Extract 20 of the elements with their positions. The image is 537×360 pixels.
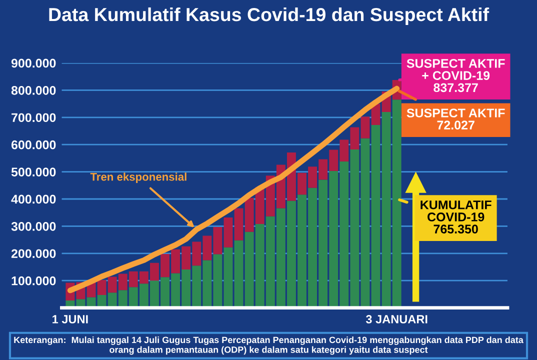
y-tick-label: 100.000 — [12, 276, 56, 286]
bar — [224, 247, 233, 308]
text: Tren eksponensial — [90, 172, 186, 183]
y-tick-label: 200.000 — [11, 249, 56, 258]
text: Keterangan: Mulai tanggal 14 Juli Gugus Tugas Percepatan Penanganan Covid-19 menggabungkan data PDP dan data orang dalam pemantauan (ODP) ke dalam satu kategori yaitu data suspect — [14, 336, 524, 355]
annotation: SUSPECT AKTIF 72.027 — [406, 108, 505, 130]
y-tick-label: 400.000 — [11, 194, 56, 204]
y-tick-label: 500.000 — [11, 168, 56, 176]
annotation: SUSPECT AKTIF + COVID-19 837.377 — [406, 59, 505, 92]
y-tick-label: 700.000 — [12, 113, 56, 122]
x-tick-label: 3 JANUARI — [366, 315, 428, 324]
annotation: KUMULATIF COVID-19 765.350 — [420, 200, 492, 234]
bar — [371, 125, 380, 308]
bar — [224, 217, 233, 248]
x-tick-label: 1 JUNI — [52, 315, 88, 324]
y-tick-label: 800.000 — [11, 86, 56, 95]
chart-title: Data Kumulatif Kasus Covid-19 dan Suspect Aktif — [49, 7, 490, 25]
y-tick-label: 300.000 — [11, 222, 56, 231]
y-tick-label: 600.000 — [11, 140, 56, 150]
y-tick-label: 900.000 — [11, 58, 56, 68]
